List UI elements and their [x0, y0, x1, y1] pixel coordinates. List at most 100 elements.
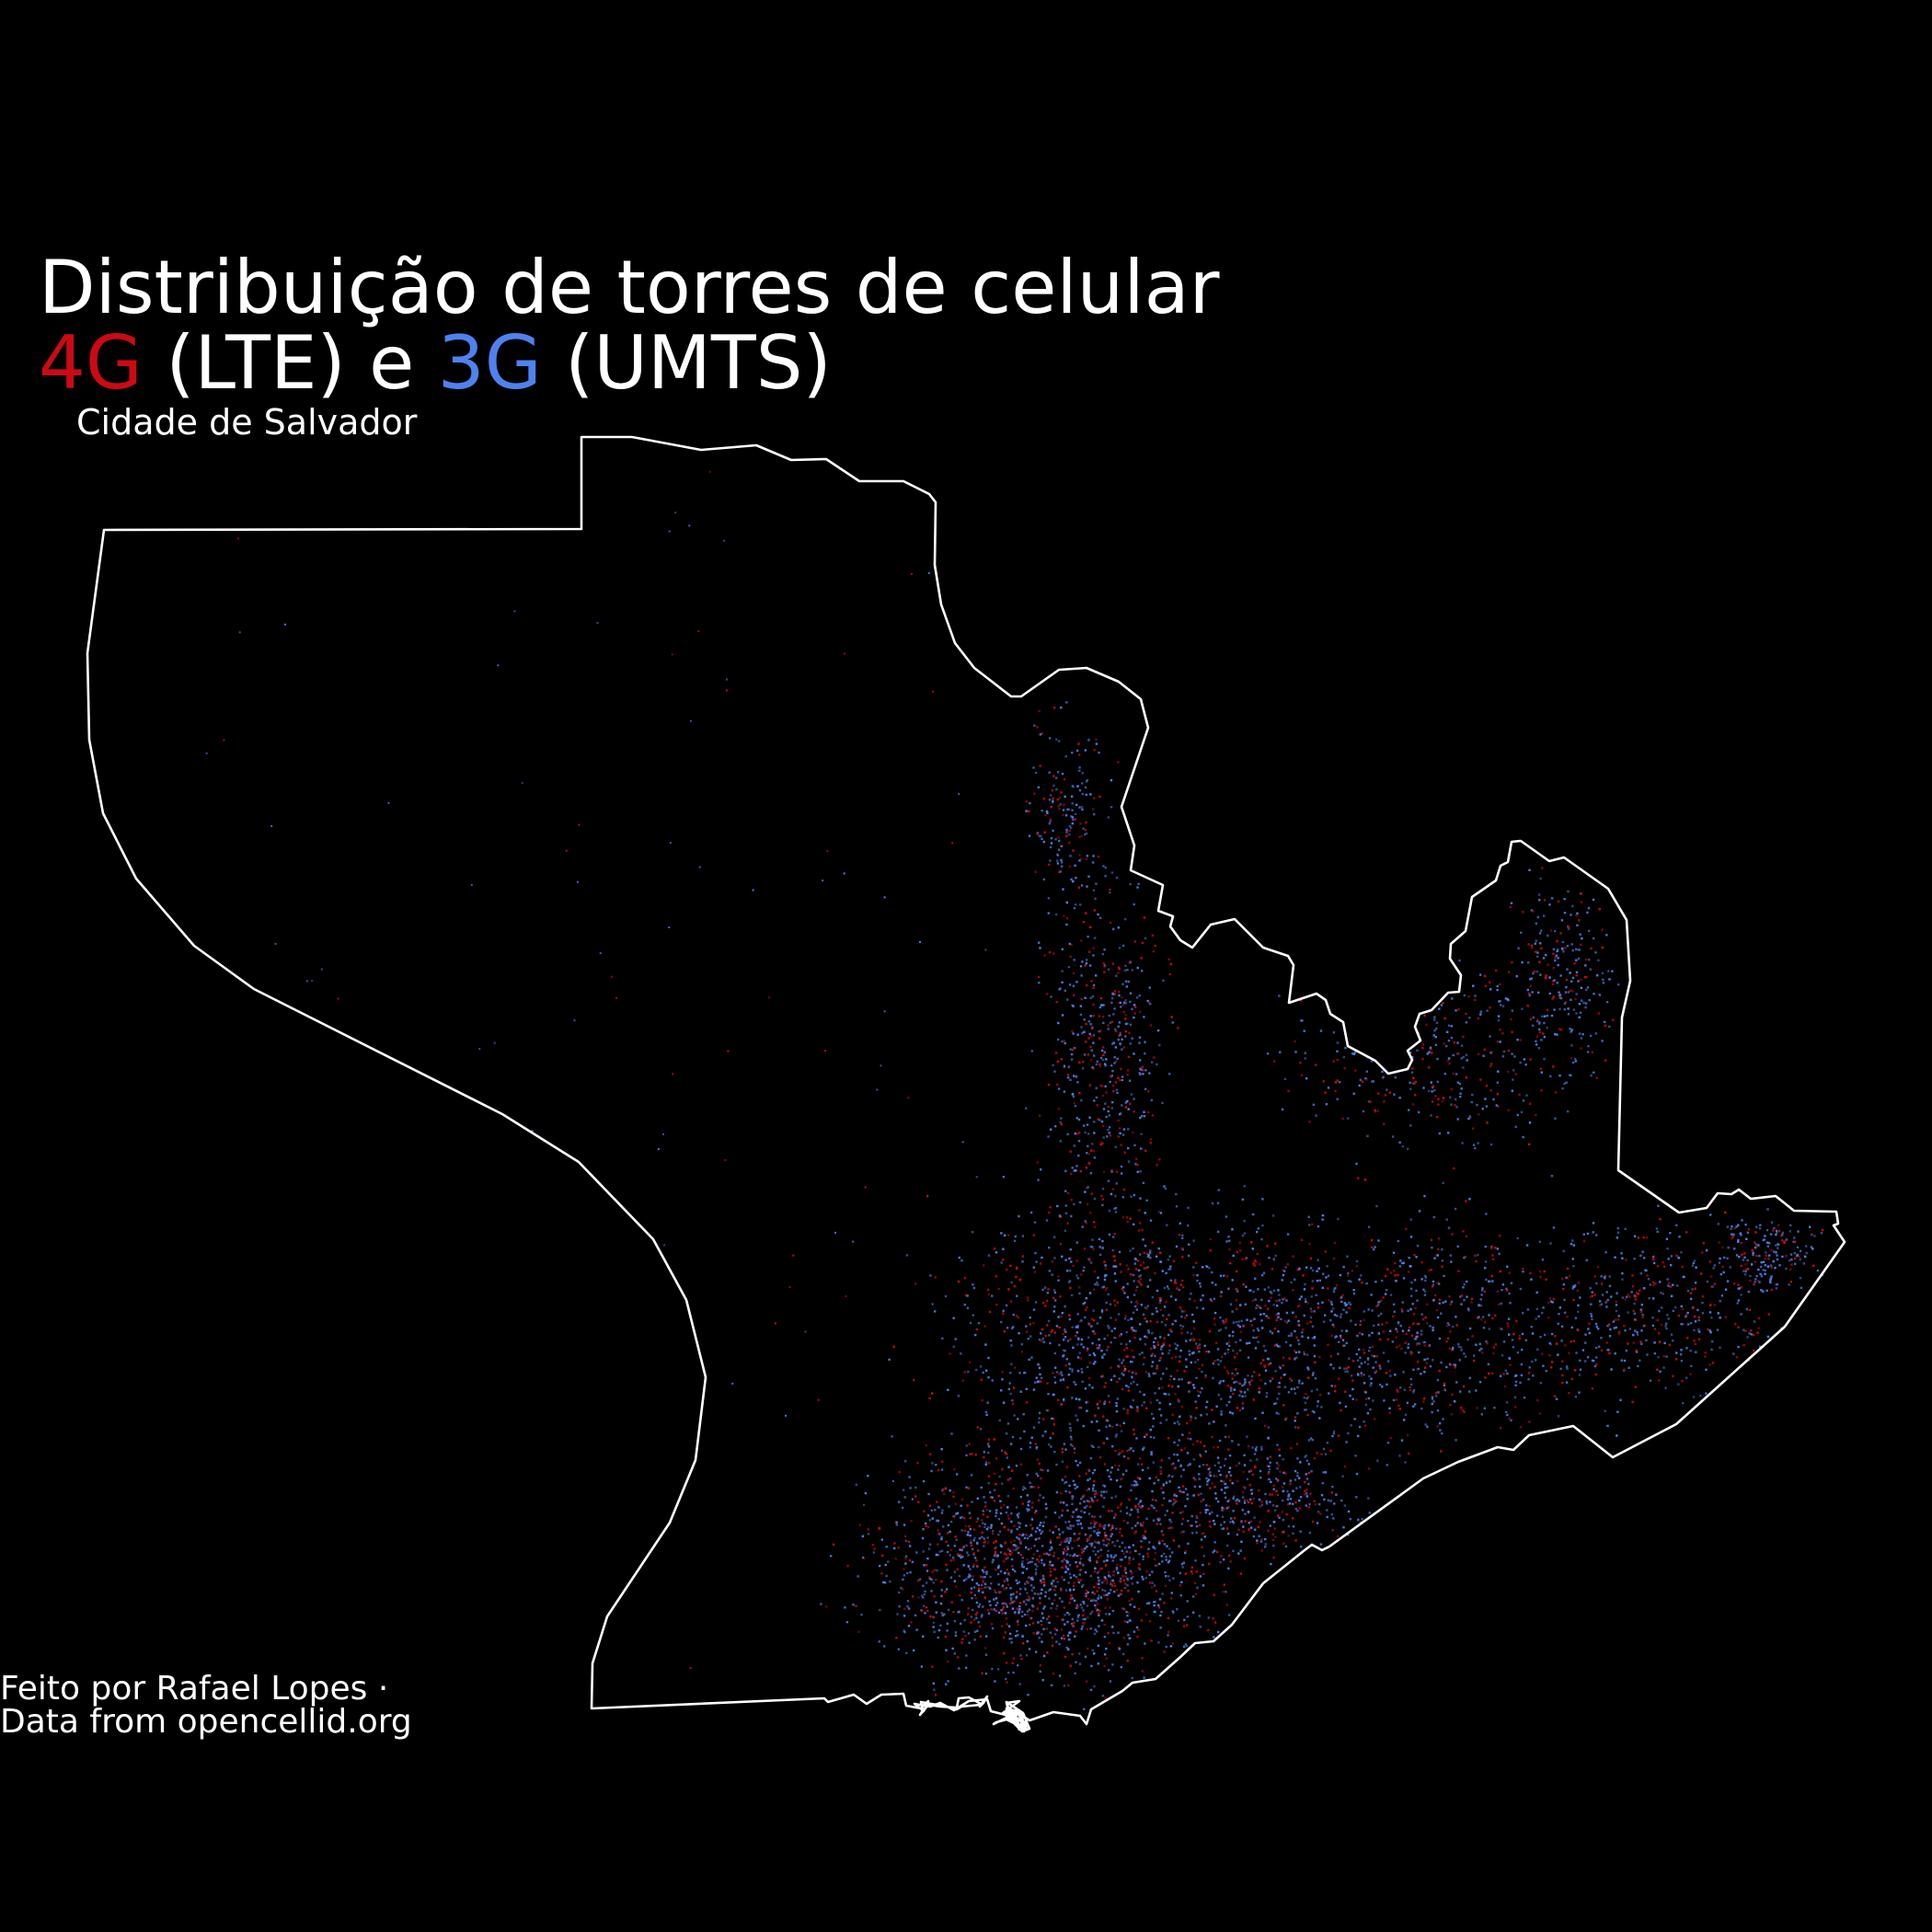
- tower-point: [1499, 1270, 1501, 1273]
- tower-point: [972, 1231, 974, 1234]
- tower-point: [1268, 1257, 1271, 1259]
- tower-point: [1110, 1192, 1113, 1196]
- tower-point: [1345, 1341, 1348, 1345]
- tower-point: [987, 1612, 991, 1615]
- tower-point: [1360, 1374, 1363, 1377]
- tower-point: [1190, 1293, 1192, 1295]
- tower-point: [922, 1596, 925, 1599]
- tower-point: [1597, 959, 1600, 961]
- tower-point: [1108, 1114, 1111, 1117]
- tower-point: [1073, 1574, 1075, 1577]
- tower-point: [1131, 1598, 1133, 1601]
- tower-point: [1503, 1385, 1507, 1388]
- tower-point: [987, 1475, 991, 1478]
- tower-point: [1275, 1318, 1278, 1321]
- tower-point: [1096, 1560, 1098, 1563]
- tower-point: [1453, 1167, 1455, 1170]
- tower-point: [1109, 1680, 1112, 1683]
- tower-point: [1301, 1331, 1304, 1334]
- tower-point: [1160, 1459, 1163, 1462]
- tower-point: [1087, 1153, 1090, 1156]
- tower-point: [1566, 968, 1569, 971]
- tower-point: [1165, 1271, 1167, 1274]
- tower-point: [1006, 1268, 1008, 1271]
- tower-point: [1144, 1041, 1146, 1043]
- tower-point: [1015, 1267, 1018, 1271]
- tower-point: [1487, 1363, 1490, 1366]
- tower-point: [1471, 1127, 1475, 1130]
- tower-point: [1305, 1393, 1307, 1396]
- tower-point: [1082, 1303, 1085, 1305]
- tower-point: [1158, 1260, 1162, 1263]
- tower-point: [1064, 1336, 1067, 1339]
- tower-point: [1111, 1070, 1114, 1073]
- tower-point: [1377, 1315, 1380, 1317]
- tower-point: [1181, 1279, 1184, 1282]
- tower-point: [1535, 1035, 1538, 1038]
- tower-point: [1507, 1325, 1510, 1328]
- tower-point: [1740, 1294, 1742, 1296]
- tower-point: [1021, 1635, 1024, 1639]
- tower-point: [1092, 947, 1095, 949]
- tower-point: [1377, 1332, 1380, 1335]
- tower-point: [1601, 928, 1604, 931]
- tower-point: [1580, 986, 1583, 989]
- tower-point: [1144, 1642, 1146, 1645]
- tower-point: [1587, 906, 1591, 910]
- tower-point: [1408, 1452, 1410, 1455]
- tower-point: [1132, 1544, 1134, 1547]
- tower-point: [1675, 1351, 1678, 1354]
- tower-point: [873, 1547, 876, 1550]
- tower-point: [1072, 1005, 1075, 1007]
- tower-point: [1519, 1039, 1522, 1041]
- tower-point: [1436, 1080, 1439, 1084]
- tower-point: [1466, 1059, 1468, 1062]
- tower-point: [1455, 1381, 1458, 1384]
- tower-point: [1559, 1028, 1563, 1031]
- tower-point: [1039, 1373, 1041, 1376]
- tower-point: [1737, 1240, 1740, 1243]
- tower-point: [1225, 1320, 1227, 1323]
- tower-point: [963, 1277, 967, 1280]
- tower-point: [1087, 1053, 1090, 1056]
- tower-point: [1490, 1372, 1494, 1375]
- tower-point: [1114, 1318, 1118, 1321]
- tower-point: [1332, 1031, 1336, 1034]
- tower-point: [1454, 1104, 1456, 1107]
- tower-point: [903, 1615, 906, 1617]
- tower-point: [1025, 1524, 1028, 1527]
- tower-point: [1409, 1377, 1412, 1381]
- tower-point: [1584, 958, 1588, 961]
- tower-point: [1064, 1589, 1068, 1592]
- tower-point: [1041, 1545, 1044, 1547]
- tower-point: [1423, 1340, 1427, 1344]
- tower-point: [1091, 1487, 1095, 1489]
- tower-point: [1066, 1568, 1070, 1570]
- tower-point: [1108, 1327, 1110, 1329]
- tower-point: [1309, 1316, 1313, 1319]
- tower-point: [1395, 1398, 1397, 1401]
- tower-point: [1590, 1034, 1593, 1038]
- tower-point: [1317, 1302, 1319, 1305]
- tower-point: [1101, 1286, 1104, 1289]
- tower-point: [1432, 1034, 1435, 1037]
- tower-point: [1708, 1329, 1711, 1332]
- tower-point: [1421, 1043, 1425, 1046]
- tower-point: [1593, 1275, 1596, 1278]
- tower-point: [1102, 1442, 1105, 1444]
- tower-point: [1050, 1330, 1052, 1333]
- tower-point: [1240, 1319, 1243, 1322]
- tower-point: [1236, 1381, 1240, 1384]
- tower-point: [1178, 1439, 1180, 1442]
- tower-point: [1493, 1407, 1496, 1409]
- tower-point: [1072, 1555, 1075, 1558]
- tower-point: [1736, 1302, 1739, 1305]
- tower-point: [960, 1516, 963, 1519]
- tower-point: [1041, 1679, 1044, 1682]
- tower-point: [898, 1501, 901, 1503]
- tower-point: [1076, 1313, 1079, 1316]
- tower-point: [1235, 1368, 1237, 1371]
- tower-point: [1054, 1633, 1057, 1636]
- tower-point: [1243, 1220, 1246, 1223]
- tower-point: [1169, 1295, 1173, 1298]
